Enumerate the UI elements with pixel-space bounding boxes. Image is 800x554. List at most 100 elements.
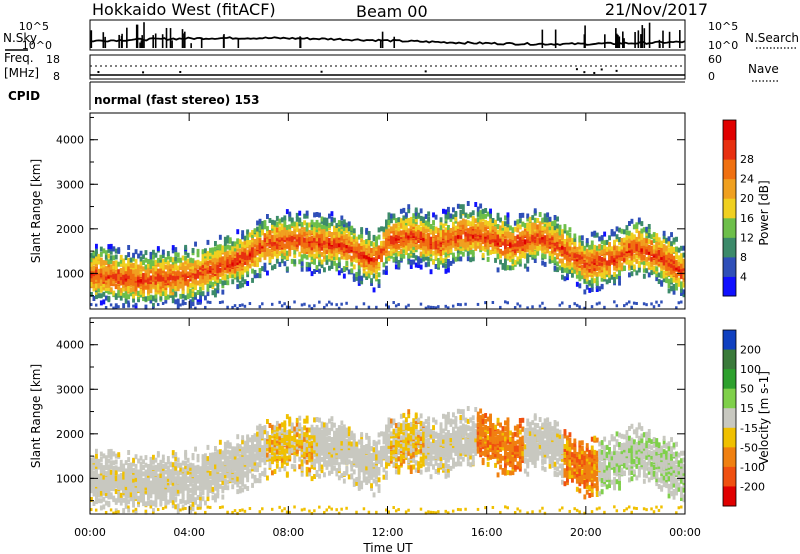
velocity-cell <box>184 449 188 455</box>
velocity-cell <box>169 478 173 484</box>
power-cell <box>667 236 671 242</box>
power-cell <box>476 240 480 246</box>
velocity-cell <box>174 486 178 491</box>
power-cell <box>206 291 210 297</box>
power-cell <box>598 271 602 277</box>
velocity-cell <box>174 496 178 502</box>
velocity-cell <box>139 461 143 467</box>
power-cell <box>288 211 292 217</box>
power-cell <box>521 241 525 247</box>
power-cell <box>595 251 599 257</box>
power-cell <box>186 258 190 264</box>
velocity-cell <box>97 477 101 483</box>
power-cell <box>117 269 121 275</box>
power-cell <box>672 277 676 283</box>
power-cell <box>660 280 664 286</box>
velocity-cell <box>214 493 217 499</box>
velocity-cell <box>107 449 111 455</box>
power-cell <box>392 301 395 305</box>
power-cell <box>593 258 597 263</box>
power-cell <box>90 252 93 258</box>
power-cell <box>531 305 534 309</box>
velocity-cell <box>97 473 101 479</box>
power-cell <box>533 258 537 263</box>
power-cell <box>246 272 250 278</box>
power-cell <box>489 222 492 228</box>
power-cell <box>516 259 520 265</box>
power-cell <box>474 241 478 247</box>
power-cell <box>506 265 510 271</box>
power-cell <box>412 244 416 250</box>
power-cell <box>541 260 545 266</box>
power-cell <box>662 244 666 250</box>
velocity-cell <box>214 454 217 460</box>
power-cell <box>315 236 319 242</box>
power-cell <box>682 252 686 258</box>
velocity-cell <box>149 480 153 486</box>
power-cell <box>181 281 185 287</box>
power-cell <box>595 271 599 277</box>
velocity-cell <box>209 452 212 458</box>
power-cell <box>590 244 594 250</box>
power-cell <box>236 306 239 310</box>
power-cell <box>127 258 131 263</box>
power-cell <box>142 296 145 302</box>
power-cell <box>127 252 131 258</box>
power-cell <box>575 267 579 273</box>
power-cell <box>647 227 651 233</box>
velocity-cell <box>216 486 220 492</box>
power-cell <box>236 246 240 252</box>
velocity-cell <box>169 469 173 475</box>
power-cell <box>479 210 483 216</box>
power-cell <box>422 256 426 262</box>
power-cell <box>142 260 145 265</box>
power-cell <box>196 264 200 270</box>
power-cell <box>206 255 210 261</box>
noise-bar <box>554 29 557 48</box>
velocity-cell <box>221 468 225 474</box>
velocity-cell <box>209 479 212 485</box>
power-cell <box>471 216 475 221</box>
power-cell <box>655 253 659 259</box>
power-cell <box>672 255 676 261</box>
power-cell <box>553 228 557 234</box>
power-cell <box>201 278 205 283</box>
power-cell <box>459 220 463 226</box>
power-cell <box>580 240 584 246</box>
power-cell <box>479 203 483 209</box>
power-cell <box>256 257 259 263</box>
power-cell <box>518 231 522 237</box>
power-cell <box>129 262 133 268</box>
velocity-cell <box>159 496 163 502</box>
velocity-cell <box>114 510 118 514</box>
power-cell <box>166 265 170 270</box>
noise-bar <box>640 34 642 48</box>
power-cell <box>228 245 232 251</box>
noise-panel-frame <box>89 19 686 51</box>
power-cell <box>166 294 170 300</box>
velocity-cell <box>139 477 143 483</box>
power-cell <box>258 273 262 279</box>
power-cell <box>295 216 299 222</box>
power-cell <box>283 250 287 256</box>
velocity-cell <box>132 485 135 491</box>
power-cell <box>571 268 574 274</box>
velocity-cell <box>166 459 170 465</box>
power-cell <box>181 269 185 275</box>
power-cell <box>159 261 163 267</box>
power-cell <box>186 271 190 277</box>
velocity-cell <box>181 460 185 466</box>
power-cell <box>223 255 227 261</box>
velocity-cell <box>90 486 93 492</box>
power-cell <box>419 258 423 264</box>
power-cell <box>303 220 307 226</box>
power-cell <box>357 260 361 266</box>
power-cell <box>323 235 326 241</box>
noise-bar <box>583 34 586 48</box>
velocity-cell <box>154 494 158 500</box>
power-cell <box>149 268 153 274</box>
power-cell <box>377 279 381 285</box>
power-cell <box>541 217 545 223</box>
power-cell <box>377 245 381 251</box>
